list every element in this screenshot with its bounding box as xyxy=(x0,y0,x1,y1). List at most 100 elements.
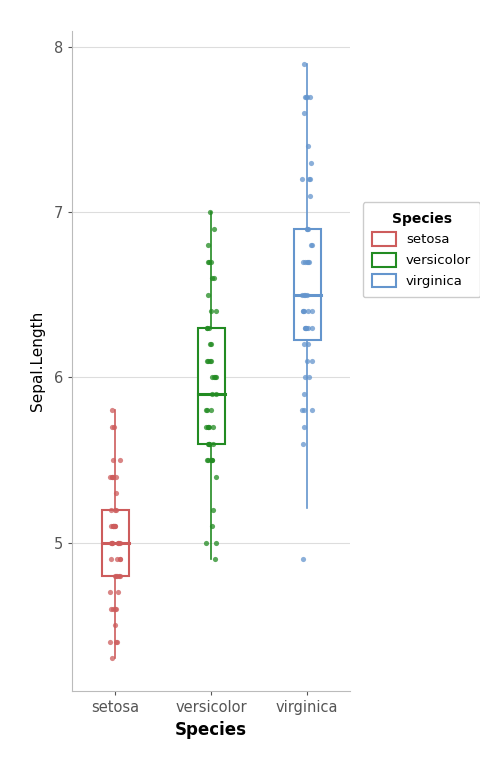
Point xyxy=(207,305,215,318)
Point xyxy=(212,388,220,400)
Point xyxy=(305,256,313,268)
Point xyxy=(303,289,311,301)
Point xyxy=(108,536,115,548)
Point xyxy=(204,240,212,252)
Point xyxy=(304,338,312,350)
Point xyxy=(109,520,117,532)
Point xyxy=(308,322,316,334)
Point xyxy=(113,570,121,582)
Point xyxy=(300,388,308,400)
Legend: setosa, versicolor, virginica: setosa, versicolor, virginica xyxy=(362,203,480,297)
Point xyxy=(112,520,120,532)
Point xyxy=(210,223,217,235)
Y-axis label: Sepal.Length: Sepal.Length xyxy=(30,311,45,411)
Point xyxy=(203,322,211,334)
Point xyxy=(300,289,307,301)
Bar xyxy=(102,510,129,576)
Point xyxy=(211,553,219,565)
Point xyxy=(109,470,117,482)
Point xyxy=(106,470,114,482)
Point xyxy=(308,240,315,252)
Point xyxy=(204,355,211,367)
Point xyxy=(307,91,314,103)
Point xyxy=(212,536,219,548)
Point xyxy=(300,338,308,350)
Point xyxy=(107,603,114,615)
Point xyxy=(110,520,118,532)
Point xyxy=(300,58,308,70)
Point xyxy=(207,256,215,268)
Point xyxy=(113,635,121,647)
Point xyxy=(110,520,118,532)
Point xyxy=(205,421,213,433)
Point xyxy=(116,536,123,548)
Point xyxy=(301,322,309,334)
Point xyxy=(111,619,119,631)
Point xyxy=(210,273,218,285)
Point xyxy=(300,256,307,268)
Point xyxy=(303,223,311,235)
Point xyxy=(107,586,114,598)
Point xyxy=(209,438,217,450)
Point xyxy=(305,372,313,384)
Point xyxy=(304,305,312,318)
Point xyxy=(111,603,119,615)
Point xyxy=(209,421,217,433)
Point xyxy=(212,372,220,384)
Point xyxy=(307,157,315,169)
Point xyxy=(303,91,311,103)
Point xyxy=(204,355,212,367)
Point xyxy=(212,305,220,318)
Point xyxy=(108,536,116,548)
Point xyxy=(207,454,215,466)
Point xyxy=(208,520,216,532)
Point xyxy=(203,322,210,334)
Point xyxy=(204,454,212,466)
Point xyxy=(205,256,213,268)
Point xyxy=(304,91,312,103)
Point xyxy=(108,470,116,482)
Point xyxy=(207,338,215,350)
Point xyxy=(301,289,309,301)
Point xyxy=(116,570,124,582)
Point xyxy=(108,536,116,548)
Point xyxy=(208,388,216,400)
Point xyxy=(107,553,115,565)
Point xyxy=(112,487,120,499)
Point xyxy=(211,372,218,384)
Point xyxy=(204,421,212,433)
Point xyxy=(114,553,121,565)
Point xyxy=(303,223,311,235)
Point xyxy=(205,322,213,334)
Point xyxy=(208,454,216,466)
Point xyxy=(116,553,124,565)
Point xyxy=(108,421,116,433)
Point xyxy=(308,305,316,318)
Point xyxy=(300,107,307,119)
Point xyxy=(112,570,120,582)
Point xyxy=(306,174,314,186)
Point xyxy=(205,438,213,450)
Point xyxy=(299,404,306,416)
Point xyxy=(301,91,309,103)
Point xyxy=(300,305,308,318)
Point xyxy=(108,404,116,416)
Point xyxy=(205,438,213,450)
Point xyxy=(299,553,306,565)
Point xyxy=(202,536,210,548)
Point xyxy=(207,355,215,367)
Point xyxy=(302,322,310,334)
Point xyxy=(300,404,308,416)
Point xyxy=(111,504,119,516)
Point xyxy=(207,338,215,350)
Point xyxy=(299,305,307,318)
Point xyxy=(300,421,308,433)
Point xyxy=(114,586,121,598)
Point xyxy=(109,603,117,615)
Point xyxy=(206,355,214,367)
Point xyxy=(115,570,122,582)
Point xyxy=(211,372,218,384)
Point xyxy=(204,454,211,466)
Point xyxy=(210,504,217,516)
Point xyxy=(204,438,212,450)
